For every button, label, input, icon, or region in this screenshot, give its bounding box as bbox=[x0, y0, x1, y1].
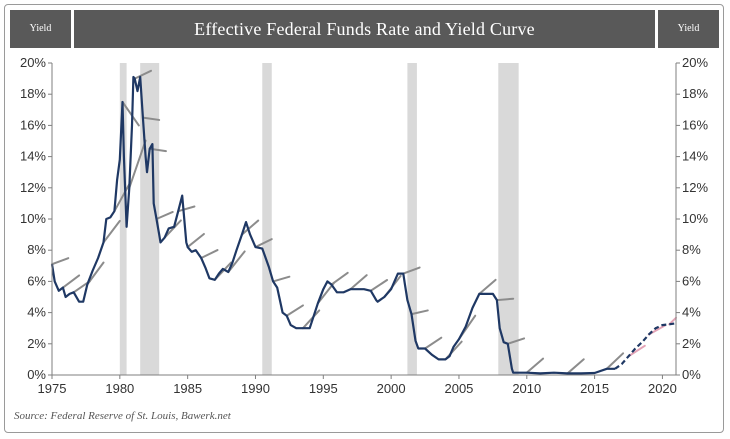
y-tick-label-right: 4% bbox=[682, 305, 701, 320]
yield-curve-segment bbox=[227, 250, 246, 274]
yield-curve-segment bbox=[627, 344, 646, 358]
y-tick-label-left: 14% bbox=[20, 149, 46, 164]
y-tick-label-right: 6% bbox=[682, 273, 701, 288]
yield-curve-segment bbox=[155, 210, 174, 220]
x-tick-label: 2000 bbox=[377, 381, 406, 396]
y-tick-label-left: 2% bbox=[27, 336, 46, 351]
y-tick-label-left: 0% bbox=[27, 367, 46, 382]
yield-curve-segment bbox=[285, 304, 304, 317]
chart-title-bar: Effective Federal Funds Rate and Yield C… bbox=[74, 10, 655, 48]
chart-title: Effective Federal Funds Rate and Yield C… bbox=[194, 19, 535, 39]
y-tick-label-left: 18% bbox=[20, 86, 46, 101]
source-note: Source: Federal Reserve of St. Louis, Ba… bbox=[14, 410, 231, 422]
x-tick-label: 1985 bbox=[173, 381, 202, 396]
yield-curve-segment bbox=[163, 219, 182, 239]
x-tick-label: 1995 bbox=[309, 381, 338, 396]
y-tick-label-left: 6% bbox=[27, 273, 46, 288]
yield-curve-segment bbox=[141, 116, 161, 121]
yield-curve-segment bbox=[254, 238, 273, 249]
recession-band bbox=[119, 63, 127, 375]
left-yield-label-box: Yield bbox=[10, 10, 71, 48]
fed-funds-rate-line bbox=[50, 75, 615, 375]
yield-curve-segment bbox=[121, 101, 140, 127]
y-tick-label-left: 16% bbox=[20, 117, 46, 132]
x-tick-label: 1975 bbox=[38, 381, 67, 396]
yield-curve-segment bbox=[200, 249, 219, 259]
yield-curve-segment bbox=[410, 309, 429, 316]
y-tick-label-right: 2% bbox=[682, 336, 701, 351]
yield-curve-segment bbox=[51, 257, 70, 266]
yield-curve-segment bbox=[506, 337, 526, 345]
yield-curve-segment bbox=[369, 278, 389, 292]
yield-curve-segment bbox=[128, 139, 147, 189]
right-yield-label-box: Yield bbox=[658, 10, 719, 48]
y-tick-label-left: 4% bbox=[27, 305, 46, 320]
yield-curve-segment bbox=[301, 309, 321, 330]
y-tick-label-right: 10% bbox=[682, 211, 708, 226]
x-tick-label: 1990 bbox=[241, 381, 270, 396]
yield-curve-segment bbox=[478, 278, 497, 295]
y-tick-label-left: 10% bbox=[20, 211, 46, 226]
y-tick-label-right: 14% bbox=[682, 149, 708, 164]
yield-curve-segment bbox=[61, 274, 81, 289]
yield-curve-segment bbox=[349, 274, 368, 291]
y-tick-label-right: 18% bbox=[682, 86, 708, 101]
yield-curve-segment bbox=[605, 352, 625, 370]
yield-curve-segment bbox=[525, 357, 545, 374]
recession-bands bbox=[119, 63, 519, 375]
yield-curve-segment bbox=[177, 205, 196, 213]
x-tick-label: 2005 bbox=[444, 381, 473, 396]
right-yield-label: Yield bbox=[677, 23, 700, 34]
yield-curve-segment bbox=[240, 219, 260, 236]
fed-funds-rate-dashed-line bbox=[614, 322, 675, 370]
left-yield-label: Yield bbox=[29, 23, 52, 34]
yield-curve-segment bbox=[330, 271, 349, 286]
recession-band bbox=[407, 63, 417, 375]
y-tick-label-right: 8% bbox=[682, 242, 701, 257]
yield-curve-segment bbox=[566, 358, 585, 375]
y-tick-label-left: 12% bbox=[20, 180, 46, 195]
yield-curve-segment bbox=[272, 275, 291, 283]
yield-curve-segment bbox=[102, 219, 121, 244]
series-lines bbox=[50, 75, 675, 375]
recession-band bbox=[498, 63, 519, 375]
y-tick-label-right: 16% bbox=[682, 117, 708, 132]
x-tick-label: 2020 bbox=[648, 381, 677, 396]
yield-curve-segment bbox=[86, 261, 105, 286]
y-tick-label-right: 12% bbox=[682, 180, 708, 195]
yield-curve-segment bbox=[186, 232, 205, 249]
y-tick-label-right: 20% bbox=[682, 55, 708, 70]
x-tick-label: 2010 bbox=[512, 381, 541, 396]
y-tick-label-left: 20% bbox=[20, 55, 46, 70]
yield-curve-segment bbox=[402, 266, 421, 275]
x-tick-label: 1980 bbox=[105, 381, 134, 396]
yield-curve-segment bbox=[113, 180, 132, 213]
yield-curve-segment bbox=[495, 297, 515, 302]
axes: 0% 2% 4% 6% 8% 10% 12% 14% 16% 18% 20% 0% 2% 4% 6% 8% 10… bbox=[20, 55, 708, 396]
yield-curve-segment bbox=[133, 69, 153, 80]
y-tick-label-left: 8% bbox=[27, 242, 46, 257]
x-tick-label: 2015 bbox=[580, 381, 609, 396]
recession-band bbox=[262, 63, 272, 375]
yield-curve-segment bbox=[424, 336, 443, 350]
y-tick-label-right: 0% bbox=[682, 367, 701, 382]
